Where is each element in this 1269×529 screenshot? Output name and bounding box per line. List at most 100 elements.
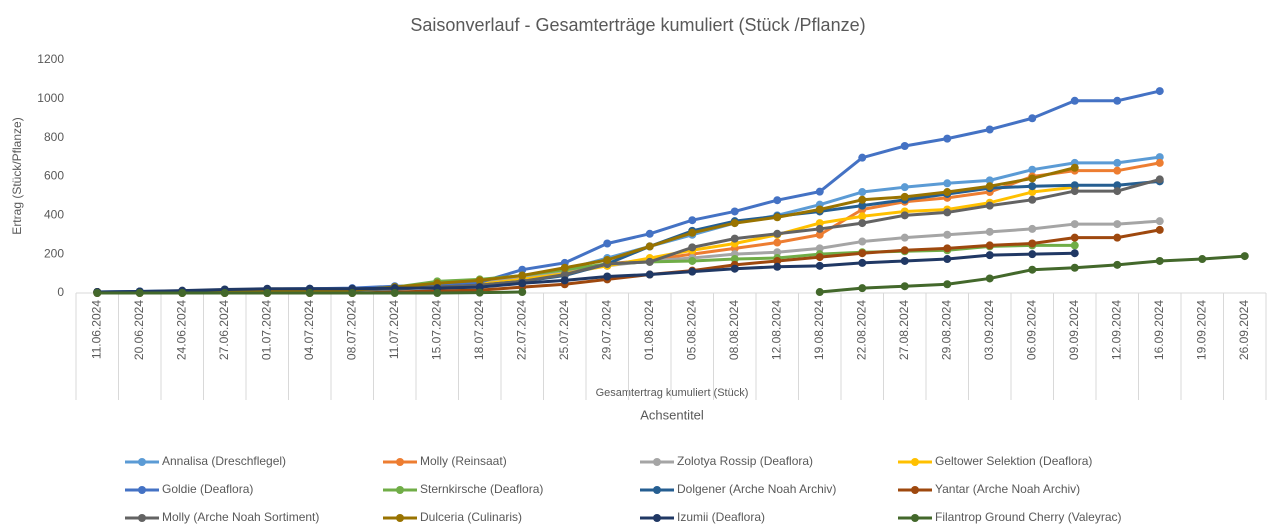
legend-label: Annalisa (Dreschflegel) xyxy=(162,454,286,468)
legend-label: Dulceria (Culinaris) xyxy=(420,510,522,524)
data-point xyxy=(560,270,569,279)
data-point xyxy=(815,244,824,253)
data-point xyxy=(1113,187,1122,196)
x-axis-label: Gesamtertrag kumuliert (Stück) xyxy=(596,387,749,399)
x-tick-label: 05.08.2024 xyxy=(684,300,698,360)
x-tick-label: 01.08.2024 xyxy=(642,300,656,360)
x-tick-label: 01.07.2024 xyxy=(259,300,273,360)
data-point xyxy=(1070,187,1079,196)
data-point xyxy=(943,179,952,188)
data-point xyxy=(135,289,144,297)
x-tick-label: 18.07.2024 xyxy=(472,300,486,360)
data-point xyxy=(390,289,399,297)
data-point xyxy=(645,270,654,279)
legend-label: Geltower Selektion (Deaflora) xyxy=(935,454,1092,468)
data-point xyxy=(518,279,527,288)
data-point xyxy=(263,289,272,297)
y-tick-label: 0 xyxy=(57,285,64,299)
data-point xyxy=(815,288,824,297)
x-tick-label: 29.08.2024 xyxy=(939,300,953,360)
data-point xyxy=(645,242,654,251)
data-point xyxy=(985,182,994,191)
data-point xyxy=(943,208,952,217)
legend-label: Sternkirsche (Deaflora) xyxy=(420,482,543,496)
data-point xyxy=(1028,188,1037,197)
data-point xyxy=(1198,255,1207,264)
data-point xyxy=(773,256,782,265)
data-point xyxy=(1028,174,1037,183)
x-tick-label: 11.07.2024 xyxy=(387,300,401,359)
data-point xyxy=(900,183,909,192)
x-tick-label: 11.06.2024 xyxy=(89,300,103,359)
data-point xyxy=(815,253,824,262)
data-point xyxy=(858,201,867,210)
x-tick-label: 29.07.2024 xyxy=(599,300,613,360)
data-point xyxy=(603,239,612,248)
x-tick-label: 08.07.2024 xyxy=(344,300,358,360)
data-point xyxy=(773,213,782,222)
data-point xyxy=(688,243,697,252)
data-point xyxy=(178,289,187,297)
y-tick-label: 600 xyxy=(44,169,64,183)
data-point xyxy=(858,249,867,258)
data-point xyxy=(858,195,867,204)
data-point xyxy=(943,280,952,289)
data-point xyxy=(858,212,867,221)
y-tick-label: 800 xyxy=(44,130,64,144)
data-point xyxy=(1113,220,1122,229)
y-tick-label: 400 xyxy=(44,208,64,222)
x-tick-label: 12.09.2024 xyxy=(1109,300,1123,360)
data-point xyxy=(900,246,909,255)
y-tick-label: 200 xyxy=(44,246,64,260)
data-point xyxy=(518,271,527,280)
data-point xyxy=(1113,260,1122,269)
x-tick-label: 22.07.2024 xyxy=(514,300,528,360)
data-point xyxy=(645,229,654,238)
data-point xyxy=(900,211,909,220)
legend-label: Dolgener (Arche Noah Archiv) xyxy=(677,482,836,496)
data-point xyxy=(1155,256,1164,265)
data-point xyxy=(475,288,484,297)
legend-marker xyxy=(396,458,404,466)
x-tick-label: 27.06.2024 xyxy=(217,300,231,360)
x-tick-label: 27.08.2024 xyxy=(897,300,911,360)
legend-label: Izumii (Deaflora) xyxy=(677,510,765,524)
data-point xyxy=(1028,165,1037,174)
legend-marker xyxy=(138,458,146,466)
legend-marker xyxy=(653,514,661,522)
data-point xyxy=(985,201,994,210)
data-point xyxy=(475,276,484,285)
data-point xyxy=(688,216,697,225)
data-point xyxy=(985,227,994,236)
x-tick-label: 26.09.2024 xyxy=(1237,300,1251,360)
data-point xyxy=(1028,265,1037,274)
data-point xyxy=(1113,158,1122,167)
legend-label: Molly (Reinsaat) xyxy=(420,454,507,468)
data-point xyxy=(1070,163,1079,172)
legend-marker xyxy=(653,458,661,466)
x-tick-label: 19.09.2024 xyxy=(1194,300,1208,360)
legend-label: Zolotya Rossip (Deaflora) xyxy=(677,454,813,468)
data-point xyxy=(1113,233,1122,242)
data-point xyxy=(773,229,782,238)
data-point xyxy=(943,230,952,239)
legend-label: Goldie (Deaflora) xyxy=(162,482,253,496)
y-tick-label: 1000 xyxy=(37,91,64,105)
x-tick-label: 03.09.2024 xyxy=(982,300,996,360)
x-tick-label: 06.09.2024 xyxy=(1024,300,1038,360)
data-point xyxy=(1028,250,1037,259)
data-point xyxy=(1113,96,1122,105)
series-line xyxy=(97,185,1075,294)
data-point xyxy=(943,244,952,253)
data-point xyxy=(900,142,909,151)
data-point xyxy=(1155,153,1164,162)
data-point xyxy=(560,276,569,285)
data-point xyxy=(815,205,824,214)
data-point xyxy=(305,289,314,297)
data-point xyxy=(858,237,867,246)
data-point xyxy=(93,289,102,297)
data-point xyxy=(858,153,867,162)
x-tick-label: 15.07.2024 xyxy=(429,300,443,360)
y-tick-label: 1200 xyxy=(37,52,64,66)
data-point xyxy=(518,288,527,297)
